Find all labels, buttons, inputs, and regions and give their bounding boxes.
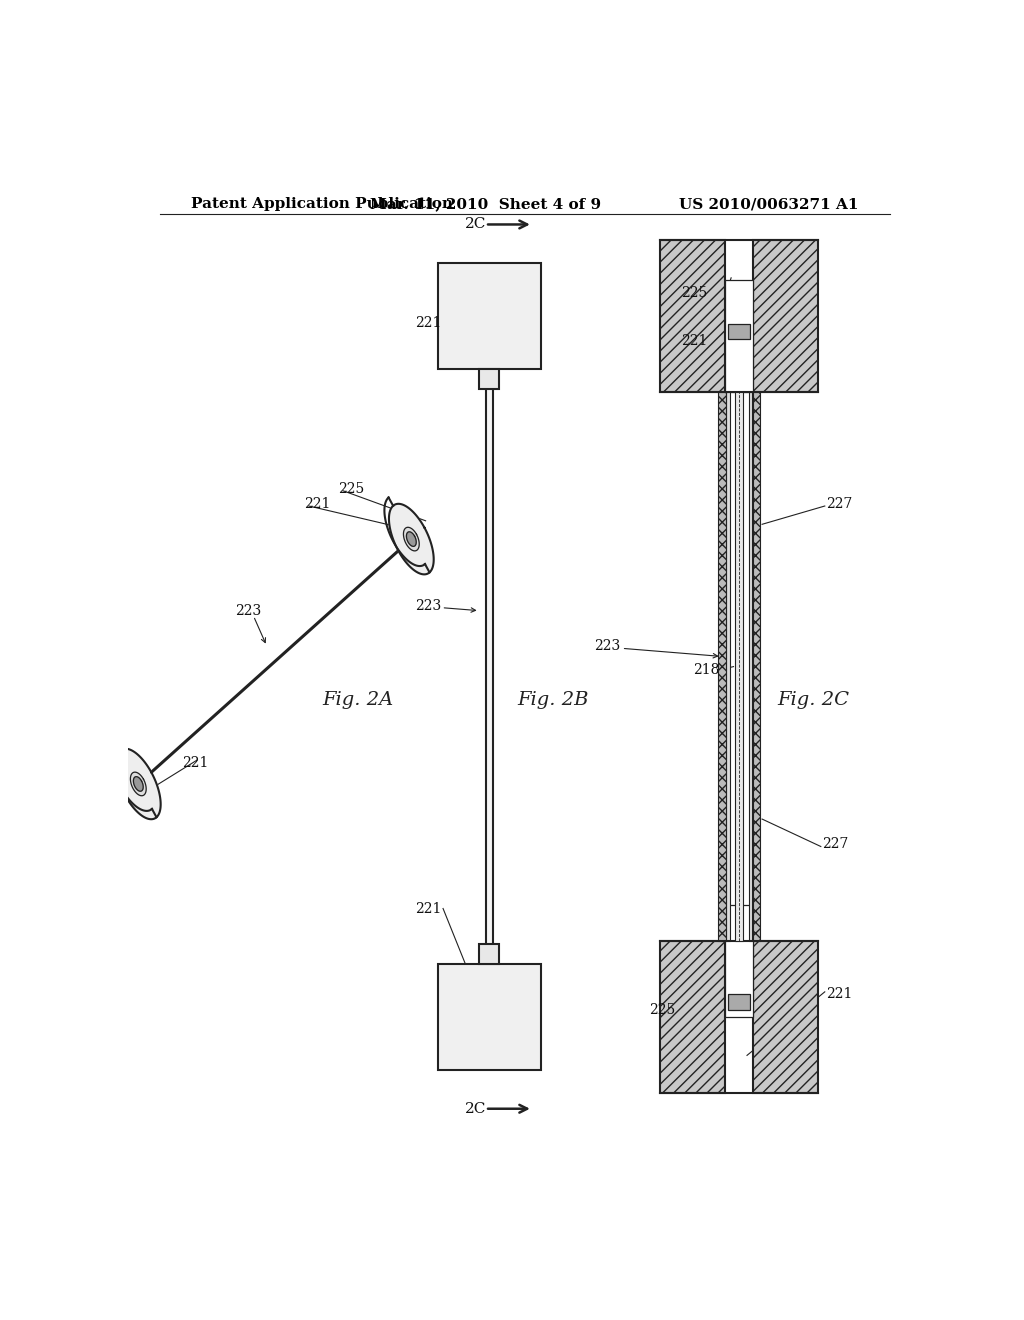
- Text: 218: 218: [693, 663, 719, 677]
- Text: US 2010/0063271 A1: US 2010/0063271 A1: [679, 197, 858, 211]
- FancyBboxPatch shape: [437, 263, 541, 368]
- FancyBboxPatch shape: [728, 323, 751, 339]
- Text: 225: 225: [681, 285, 708, 300]
- FancyBboxPatch shape: [726, 392, 729, 941]
- Text: Fig. 2C: Fig. 2C: [777, 692, 849, 709]
- Polygon shape: [389, 504, 434, 574]
- FancyBboxPatch shape: [725, 906, 754, 1018]
- FancyBboxPatch shape: [753, 392, 761, 941]
- FancyBboxPatch shape: [718, 392, 726, 941]
- Text: 221: 221: [415, 315, 441, 330]
- Text: 221: 221: [826, 987, 853, 1001]
- FancyBboxPatch shape: [725, 280, 754, 392]
- Text: 2C: 2C: [465, 1102, 486, 1115]
- Text: 223: 223: [236, 603, 261, 618]
- Text: 223: 223: [415, 598, 441, 612]
- Text: Mar. 11, 2010  Sheet 4 of 9: Mar. 11, 2010 Sheet 4 of 9: [370, 197, 601, 211]
- Text: 221: 221: [415, 902, 441, 916]
- Text: Patent Application Publication: Patent Application Publication: [191, 197, 454, 211]
- FancyBboxPatch shape: [659, 240, 725, 392]
- FancyBboxPatch shape: [479, 944, 500, 965]
- Text: 221: 221: [182, 756, 208, 770]
- FancyBboxPatch shape: [437, 965, 541, 1071]
- FancyBboxPatch shape: [485, 381, 493, 952]
- Text: 227: 227: [822, 837, 849, 851]
- FancyBboxPatch shape: [659, 941, 725, 1093]
- Polygon shape: [407, 532, 416, 546]
- Text: 223: 223: [594, 639, 620, 653]
- Polygon shape: [116, 748, 161, 820]
- FancyBboxPatch shape: [479, 368, 500, 389]
- Text: Fig. 2A: Fig. 2A: [323, 692, 393, 709]
- FancyBboxPatch shape: [728, 994, 751, 1010]
- Polygon shape: [403, 527, 419, 550]
- Polygon shape: [130, 772, 146, 796]
- Text: 227: 227: [826, 496, 853, 511]
- Text: 225: 225: [649, 1003, 676, 1018]
- Polygon shape: [133, 776, 143, 791]
- Text: 221: 221: [681, 334, 708, 348]
- FancyBboxPatch shape: [754, 240, 818, 392]
- FancyBboxPatch shape: [749, 392, 752, 941]
- Text: 221: 221: [304, 496, 331, 511]
- FancyBboxPatch shape: [735, 392, 743, 941]
- Text: 2C: 2C: [465, 218, 486, 231]
- FancyBboxPatch shape: [754, 941, 818, 1093]
- Text: Fig. 2B: Fig. 2B: [517, 692, 589, 709]
- Text: 225: 225: [338, 482, 365, 496]
